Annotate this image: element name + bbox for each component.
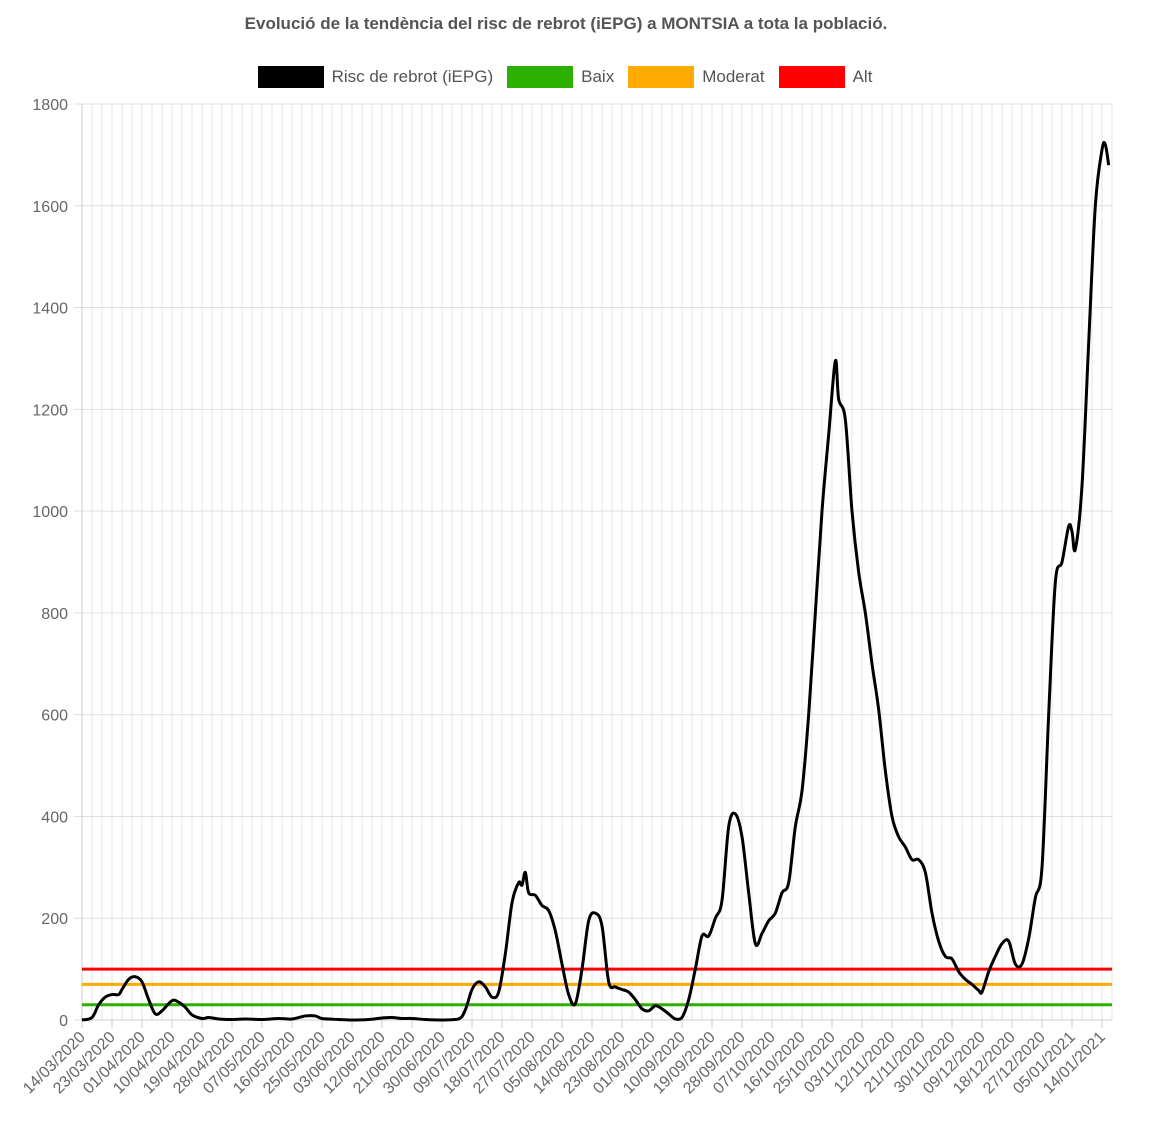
legend-label-alt: Alt: [852, 67, 873, 86]
legend-label-iepg: Risc de rebrot (iEPG): [331, 67, 494, 86]
legend-label-baix: Baix: [581, 67, 615, 86]
legend-item-moderat[interactable]: Moderat: [628, 66, 765, 88]
y-tick-label: 600: [41, 708, 68, 725]
chart-title: Evolució de la tendència del risc de reb…: [244, 14, 888, 33]
y-tick-label: 1600: [32, 199, 68, 216]
y-tick-label: 1200: [32, 402, 68, 419]
legend-swatch-iepg: [257, 66, 324, 88]
y-tick-label: 400: [41, 809, 68, 826]
y-tick-label: 1000: [32, 504, 68, 521]
legend-item-alt[interactable]: Alt: [778, 66, 873, 88]
y-tick-label: 800: [41, 606, 68, 623]
y-tick-label: 0: [59, 1013, 68, 1030]
y-tick-label: 1400: [32, 301, 68, 318]
legend: Risc de rebrot (iEPG) Baix Moderat Alt: [0, 66, 1130, 88]
y-tick-label: 1800: [32, 97, 68, 114]
legend-swatch-moderat: [628, 66, 695, 88]
legend-swatch-alt: [778, 66, 845, 88]
y-tick-label: 200: [41, 911, 68, 928]
legend-item-iepg[interactable]: Risc de rebrot (iEPG): [257, 66, 494, 88]
legend-swatch-baix: [507, 66, 574, 88]
legend-item-baix[interactable]: Baix: [507, 66, 614, 88]
iepg-series-line: [81, 140, 1111, 1022]
legend-label-moderat: Moderat: [702, 67, 765, 86]
